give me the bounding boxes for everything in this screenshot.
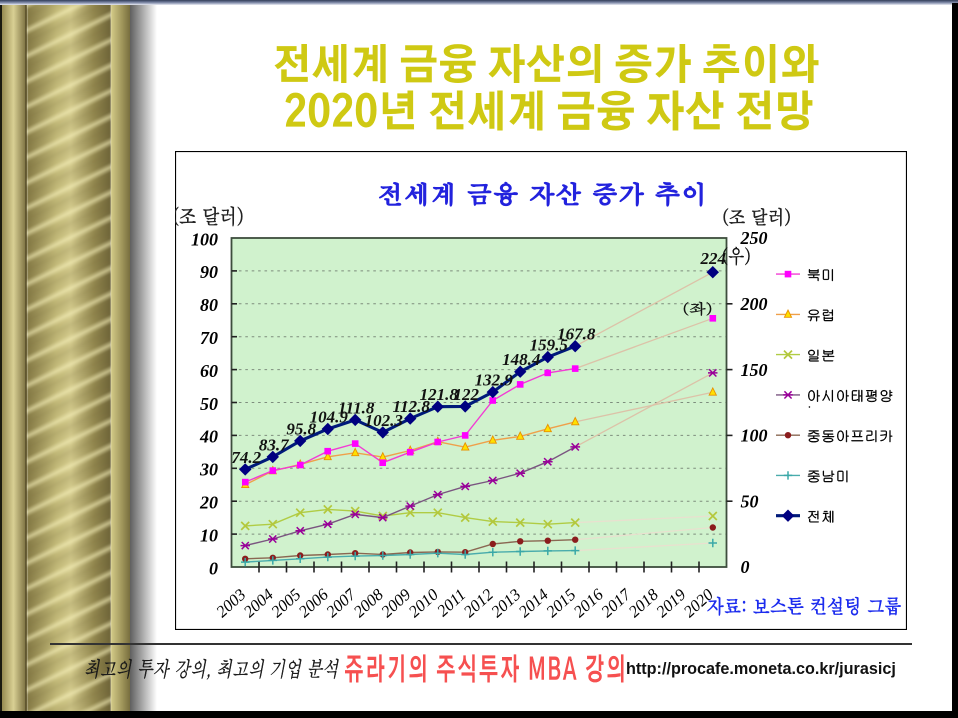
svg-text:224: 224	[699, 249, 726, 268]
svg-text:95.8: 95.8	[286, 419, 316, 438]
svg-text:70: 70	[200, 328, 218, 348]
svg-text:100: 100	[191, 229, 218, 249]
svg-text:50: 50	[741, 491, 759, 511]
svg-text:250: 250	[740, 228, 768, 248]
svg-text:20: 20	[199, 493, 218, 513]
svg-text:40: 40	[199, 427, 218, 447]
svg-text:112.8: 112.8	[393, 397, 431, 416]
svg-text:121.8: 121.8	[420, 385, 459, 404]
svg-text:0: 0	[209, 558, 218, 578]
svg-text:0: 0	[741, 557, 750, 577]
svg-text:104.9: 104.9	[310, 408, 349, 427]
svg-text:200: 200	[740, 294, 768, 314]
svg-text:83.7: 83.7	[259, 435, 290, 454]
svg-text:60: 60	[200, 361, 218, 381]
svg-text:159.5: 159.5	[530, 336, 569, 355]
svg-text:150: 150	[741, 360, 768, 380]
svg-text:http://procafe.moneta.co.kr/ju: http://procafe.moneta.co.kr/jurasicj	[626, 660, 896, 678]
svg-text:50: 50	[200, 394, 218, 414]
svg-text:122: 122	[453, 385, 479, 404]
svg-text:111.8: 111.8	[338, 398, 375, 417]
svg-text:132.9: 132.9	[475, 371, 514, 390]
svg-text:100: 100	[741, 426, 768, 446]
svg-text:80: 80	[200, 295, 218, 315]
svg-text:167.8: 167.8	[557, 325, 596, 344]
svg-text:148.4: 148.4	[502, 350, 540, 369]
svg-text:90: 90	[200, 262, 218, 282]
svg-text:10: 10	[200, 525, 218, 545]
svg-text:74.2: 74.2	[231, 448, 261, 467]
svg-text:30: 30	[199, 460, 218, 480]
svg-text:102.3: 102.3	[365, 411, 404, 430]
